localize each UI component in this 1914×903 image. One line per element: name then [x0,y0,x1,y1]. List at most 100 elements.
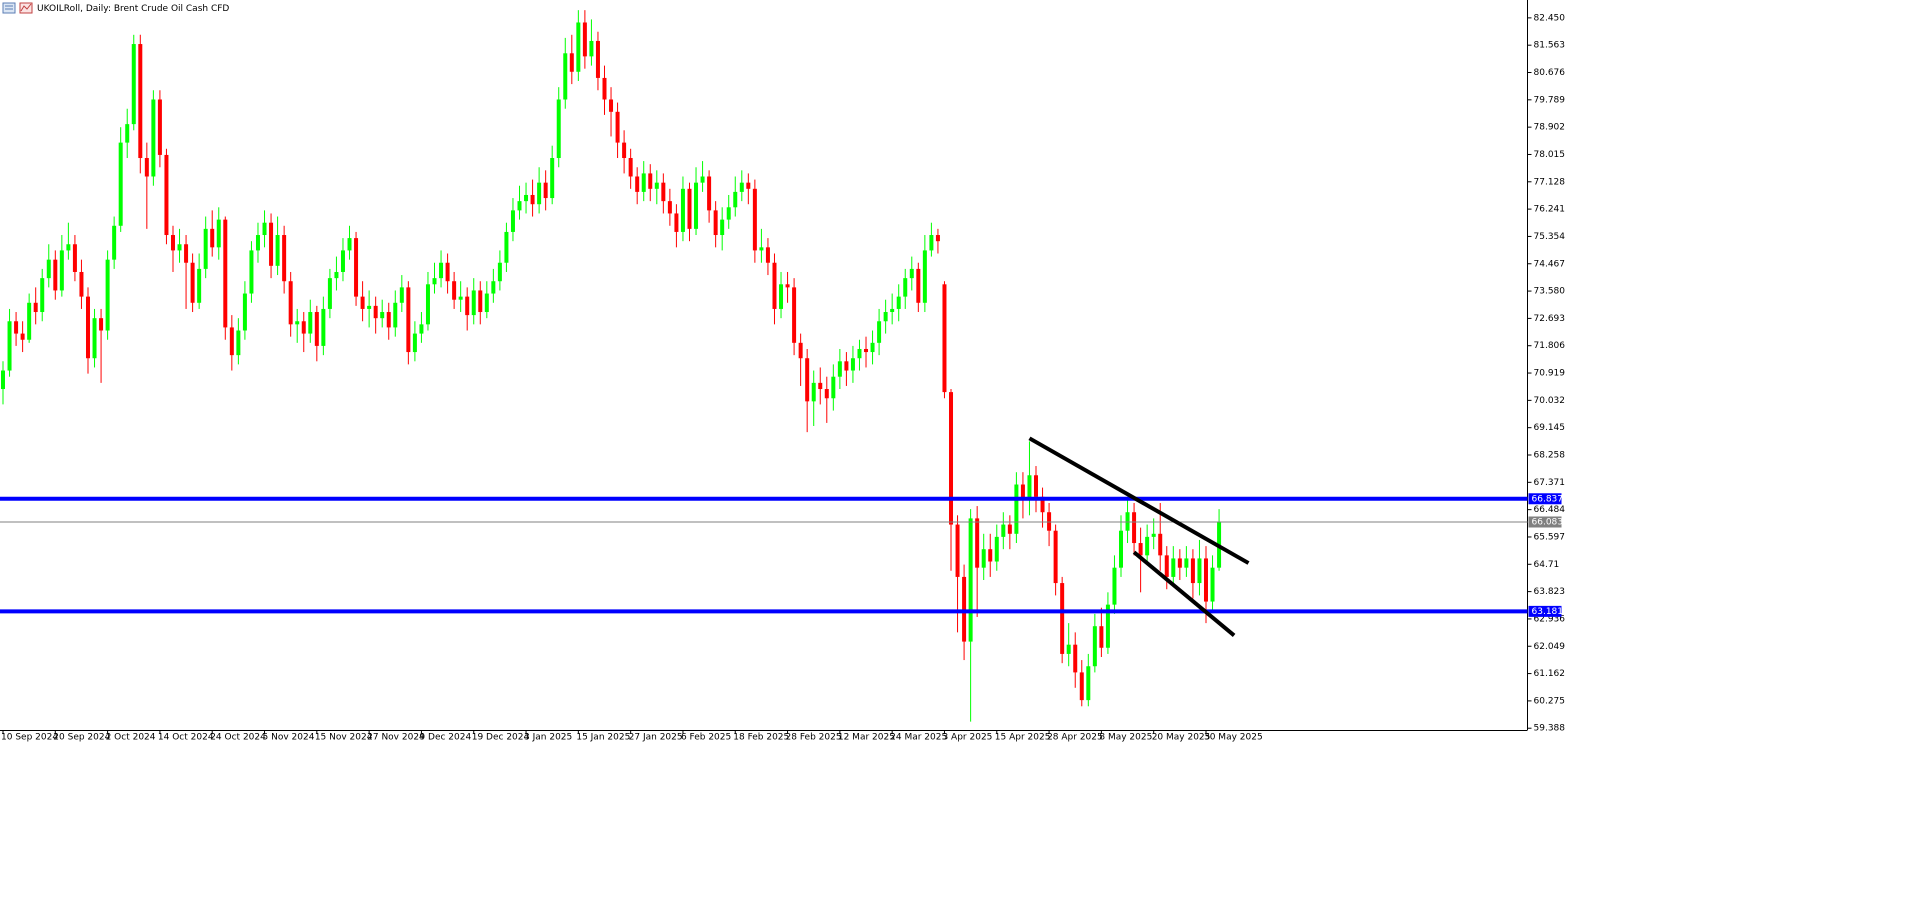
candle-body [347,238,352,251]
candle-body [602,77,607,100]
candle-body [1086,666,1091,701]
candle-body [1197,558,1202,584]
candle-body [262,222,267,236]
y-tick-label: 72.693 [1534,314,1566,324]
candle-body [406,287,411,353]
candle-body [563,53,568,100]
title-icons [2,2,33,14]
y-tick-label: 76.241 [1534,205,1566,215]
candle-body [1151,533,1156,537]
candle-body [556,99,561,159]
candle-body [340,250,345,272]
candle-body [870,342,875,353]
y-tick-label: 68.258 [1534,451,1566,461]
candle-body [981,549,986,568]
candle-body [269,222,274,266]
candle-body [818,382,823,390]
candle-body [432,278,437,285]
candle-body [994,536,999,562]
candle-body [739,182,744,192]
candle-body [249,250,254,294]
candle-body [883,312,888,322]
candle-body [824,389,829,399]
candle-body [733,191,738,208]
candle-body [1099,626,1104,648]
candle-body [922,250,927,303]
candle-body [85,296,90,359]
candle-body [425,284,430,325]
candle-body [667,201,672,214]
candle-body [707,176,712,211]
x-tick-label: 14 Oct 2024 [158,733,214,743]
candle-body [53,259,58,291]
trendline [1028,436,1250,565]
candle-body [157,99,162,155]
candle-body [478,290,483,313]
candle-body [1073,644,1078,673]
candle-body [1171,558,1176,577]
candle-body [1001,524,1006,537]
candle-body [1145,536,1150,556]
candle-body [576,22,581,72]
candle-body [543,182,548,199]
candle-body [334,271,339,279]
candle-body [1118,530,1123,568]
candle-body [92,318,97,359]
y-tick-label: 80.676 [1534,68,1566,78]
candle-body [648,173,653,189]
candle-body [295,321,300,325]
y-tick-label: 70.032 [1534,396,1566,406]
candle-body [537,182,542,205]
candle-body [726,207,731,220]
candle-body [79,271,84,297]
x-tick-label: 2 Oct 2024 [106,733,156,743]
y-tick-label: 73.580 [1534,287,1566,297]
x-tick-label: 28 Apr 2025 [1047,733,1103,743]
x-tick-label: 10 Sep 2024 [1,733,58,743]
candle-body [7,321,12,371]
y-tick-label: 65.597 [1534,532,1566,542]
y-tick-label: 60.275 [1534,696,1566,706]
candle-body [811,382,816,402]
candle-body [504,231,509,263]
x-tick-label: 15 Apr 2025 [995,733,1051,743]
candle-body [1125,512,1130,531]
candle-body [680,188,685,232]
candle-body [935,235,940,242]
candle-body [661,182,666,202]
candle-body [609,99,614,112]
candle-body [327,278,332,309]
candle-body [308,312,313,334]
candle-body [1053,530,1058,584]
x-tick-label: 27 Nov 2024 [367,733,425,743]
candle-body [1105,604,1110,648]
candle-body [1066,644,1071,654]
candle-body [66,244,71,251]
level-label-box [1528,493,1562,505]
y-tick-label: 63.823 [1534,587,1566,597]
y-tick-label: 74.467 [1534,259,1566,269]
candle-body [510,210,515,232]
candle-body [229,327,234,356]
candle-body [27,302,32,340]
level-label: 66.837 [1532,494,1564,504]
icon-line [20,3,32,12]
candle-body [216,219,221,248]
candle-body [399,287,404,303]
candle-body [687,188,692,229]
y-tick-label: 75.354 [1534,232,1566,242]
y-tick-label: 82.450 [1534,13,1566,23]
candle-body [805,358,810,402]
candle-body [517,201,522,211]
x-tick-label: 28 Feb 2025 [786,733,842,743]
candle-body [582,22,587,57]
candle-body [962,576,967,642]
candle-body [792,287,797,343]
y-tick-label: 70.919 [1534,369,1566,379]
chart-title: UKOILRoll, Daily: Brent Crude Oil Cash C… [37,4,229,14]
candle-body [798,342,803,359]
candle-body [367,305,372,309]
x-tick-label: 20 May 2025 [1152,733,1211,743]
